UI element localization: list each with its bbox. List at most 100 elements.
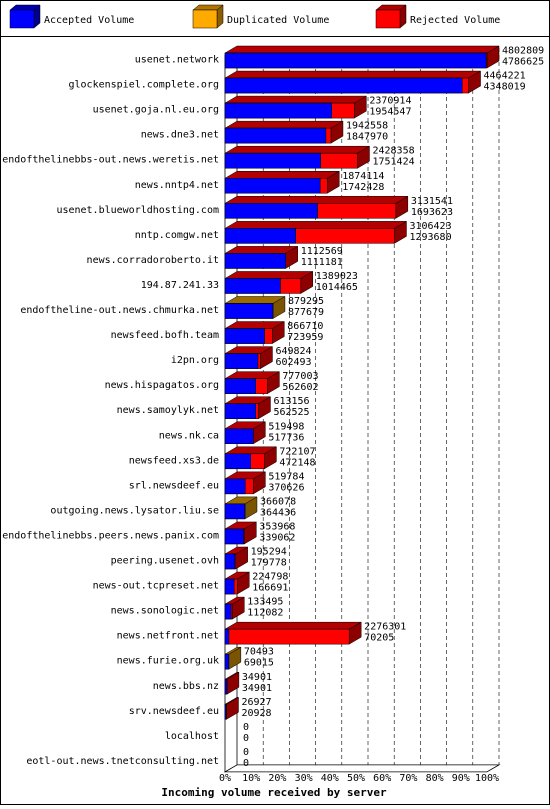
value-total-label: 1112569 <box>301 246 343 257</box>
value-total-label: 519498 <box>268 421 304 432</box>
category-label: news.nk.ca <box>159 430 219 441</box>
value-total-label: 3131541 <box>411 196 453 207</box>
bar-accepted <box>225 53 486 68</box>
value-total-label: 195294 <box>251 547 287 558</box>
category-label: newsfeed.xs3.de <box>129 455 219 466</box>
value-total-label: 70493 <box>244 647 274 658</box>
value-accepted-label: 179778 <box>251 558 287 569</box>
bar-row <box>225 96 366 118</box>
value-total-label: 2276301 <box>364 622 406 633</box>
value-accepted-label: 562602 <box>282 382 318 393</box>
value-accepted-label: 370626 <box>268 482 304 493</box>
bar-row <box>225 447 276 469</box>
category-label: news.sonologic.net <box>111 606 219 617</box>
value-accepted-label: 0 <box>243 758 249 769</box>
category-label: srl.newsdeef.eu <box>129 480 219 491</box>
x-tick-label: 90% <box>452 773 470 784</box>
category-label: news.bbs.nz <box>153 681 219 692</box>
plot-floor <box>225 765 499 772</box>
category-label: endoftheline-out.news.chmurka.net <box>20 305 219 316</box>
value-accepted-label: 166691 <box>252 583 288 594</box>
value-total-label: 1942558 <box>346 121 388 132</box>
bar-accepted <box>225 604 231 619</box>
x-tick-label: 50% <box>347 773 365 784</box>
bar-accepted <box>225 454 251 469</box>
bar-accepted <box>225 629 229 644</box>
bar-row <box>225 146 369 168</box>
legend-label: Duplicated Volume <box>227 15 329 26</box>
x-tick-label: 40% <box>321 773 339 784</box>
value-total-label: 366078 <box>260 496 296 507</box>
bar-accepted <box>225 504 245 519</box>
value-total-label: 879295 <box>288 296 324 307</box>
value-total-label: 4802809 <box>502 46 544 57</box>
value-accepted-label: 1742428 <box>342 182 384 193</box>
value-total-label: 1389023 <box>316 271 358 282</box>
value-total-label: 866710 <box>287 321 323 332</box>
bar-accepted <box>225 654 229 669</box>
value-accepted-label: 877679 <box>288 307 324 318</box>
value-total-label: 1874114 <box>342 171 384 182</box>
value-total-label: 649824 <box>275 346 311 357</box>
bar-accepted <box>225 178 320 193</box>
bar-accepted <box>225 253 286 268</box>
bar-accepted <box>225 228 296 243</box>
bar-row <box>225 472 265 494</box>
bar-accepted <box>225 304 273 319</box>
category-label: news.hispagatos.org <box>105 380 219 391</box>
bar-accepted <box>225 429 253 444</box>
category-label: news.dne3.net <box>141 130 219 141</box>
category-label: newsfeed.bofh.team <box>111 330 219 341</box>
bar-row <box>225 322 284 344</box>
legend-label: Rejected Volume <box>410 15 500 26</box>
value-accepted-label: 364436 <box>260 507 296 518</box>
bar-row <box>225 171 339 193</box>
x-tick-label: 10% <box>242 773 260 784</box>
bar-accepted <box>225 78 462 93</box>
bar-accepted <box>225 479 245 494</box>
bar-row <box>225 221 406 243</box>
bar-rejected <box>225 622 361 644</box>
value-total-label: 2428358 <box>372 146 414 157</box>
x-tick-label: 70% <box>399 773 417 784</box>
value-total-label: 34901 <box>242 672 272 683</box>
x-tick-label: 0% <box>219 773 231 784</box>
category-label: usenet.blueworldhosting.com <box>56 205 219 216</box>
category-label: nntp.comgw.net <box>135 230 219 241</box>
value-accepted-label: 34901 <box>242 683 272 694</box>
value-total-label: 2370914 <box>369 96 411 107</box>
category-label: news.corradoroberto.it <box>87 255 219 266</box>
legend-swatch <box>193 5 223 28</box>
category-label: outgoing.news.lysator.liu.se <box>50 505 219 516</box>
bar-accepted <box>225 529 243 544</box>
category-label: i2pn.org <box>171 355 219 366</box>
category-label: news.nntp4.net <box>135 180 219 191</box>
bar-accepted <box>225 679 227 694</box>
category-label: news.samoylyk.net <box>117 405 219 416</box>
category-label: eotl-out.news.tnetconsulting.net <box>26 756 219 767</box>
bar-accepted <box>225 554 235 569</box>
value-accepted-label: 4348019 <box>484 82 526 93</box>
value-accepted-label: 1693623 <box>411 207 453 218</box>
category-label: usenet.network <box>135 55 219 66</box>
value-total-label: 613156 <box>273 396 309 407</box>
value-accepted-label: 1954547 <box>369 107 411 118</box>
value-accepted-label: 472148 <box>279 457 315 468</box>
bar-row <box>225 71 481 93</box>
value-accepted-label: 112082 <box>247 608 283 619</box>
value-total-label: 26927 <box>241 697 271 708</box>
value-accepted-label: 69015 <box>244 658 274 669</box>
category-label: news.netfront.net <box>117 631 219 642</box>
value-accepted-label: 0 <box>243 733 249 744</box>
value-accepted-label: 1751424 <box>372 157 414 168</box>
category-label: usenet.goja.nl.eu.org <box>93 105 219 116</box>
value-accepted-label: 517736 <box>268 432 304 443</box>
bar-row <box>225 372 279 394</box>
x-tick-label: 100% <box>475 773 499 784</box>
bar-accepted <box>225 704 226 719</box>
bar-row <box>225 121 343 143</box>
value-accepted-label: 339062 <box>259 532 295 543</box>
bar-row <box>225 196 408 218</box>
